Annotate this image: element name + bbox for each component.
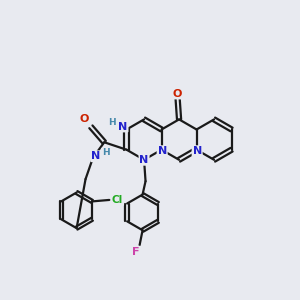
Text: Cl: Cl xyxy=(112,195,123,205)
Text: N: N xyxy=(140,155,149,165)
Text: N: N xyxy=(158,146,167,156)
Text: H: H xyxy=(109,118,116,127)
Text: N: N xyxy=(193,146,202,156)
Text: O: O xyxy=(173,88,182,98)
Text: N: N xyxy=(91,151,101,161)
Text: N: N xyxy=(118,122,127,131)
Text: H: H xyxy=(102,148,109,158)
Text: F: F xyxy=(132,247,140,256)
Text: O: O xyxy=(80,114,89,124)
